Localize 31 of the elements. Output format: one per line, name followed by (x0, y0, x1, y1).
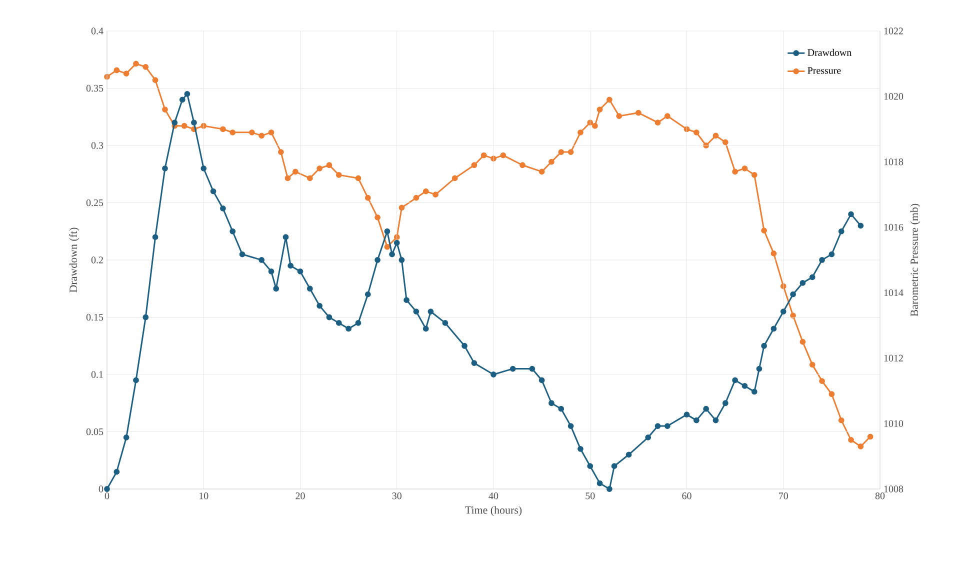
x-tick-label: 30 (392, 492, 402, 500)
y-tick-label: 0.3 (91, 142, 104, 149)
x-tick-label: 70 (779, 492, 788, 500)
legend-label: Drawdown (808, 48, 852, 56)
y-axis-title: Drawdown (ft) (69, 228, 80, 292)
legend-label: Pressure (808, 67, 841, 74)
y2-tick-label: 1010 (884, 420, 904, 427)
y-tick-label: 0.2 (91, 256, 103, 264)
y2-tick-label: 1012 (884, 354, 903, 362)
y2-tick-label: 1020 (884, 93, 904, 100)
y2-tick-label: 1014 (884, 289, 904, 296)
y2-axis-title: Barometric Pressure (mb) (910, 204, 920, 316)
y-tick-label: 0.35 (86, 84, 104, 92)
y-tick-label: 0.1 (91, 371, 103, 378)
x-axis-title: Time (hours) (465, 506, 522, 516)
x-tick-label: 80 (875, 492, 885, 500)
x-tick-label: 60 (682, 492, 692, 500)
y2-tick-label: 1018 (884, 158, 904, 166)
y-tick-label: 0.15 (86, 314, 104, 321)
x-tick-label: 0 (104, 492, 110, 500)
x-tick-label: 50 (586, 492, 595, 500)
x-tick-label: 20 (296, 492, 305, 500)
y2-tick-label: 1016 (884, 224, 904, 231)
x-tick-label: 40 (488, 492, 498, 500)
y2-tick-label: 1008 (884, 486, 904, 492)
y-tick-label: 0.05 (86, 428, 104, 436)
y-tick-label: 0.4 (91, 28, 104, 34)
y-tick-label: 0 (98, 486, 104, 492)
y-tick-label: 0.25 (86, 199, 104, 206)
x-tick-label: 10 (200, 492, 208, 500)
y2-tick-label: 1022 (884, 28, 903, 34)
